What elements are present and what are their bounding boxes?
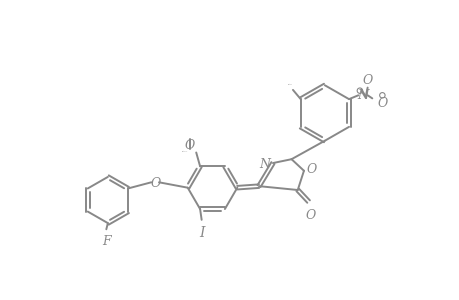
Text: O: O — [151, 177, 161, 190]
Text: O: O — [185, 139, 195, 152]
Text: I: I — [198, 226, 204, 240]
Text: methyl: methyl — [288, 84, 292, 85]
Text: F: F — [102, 235, 111, 248]
Text: N: N — [357, 89, 368, 102]
Text: methoxy: methoxy — [182, 150, 188, 152]
Text: O: O — [377, 97, 387, 110]
Text: O: O — [304, 209, 314, 222]
Text: O: O — [362, 74, 372, 87]
Text: O: O — [306, 163, 316, 176]
Text: N: N — [259, 158, 270, 171]
